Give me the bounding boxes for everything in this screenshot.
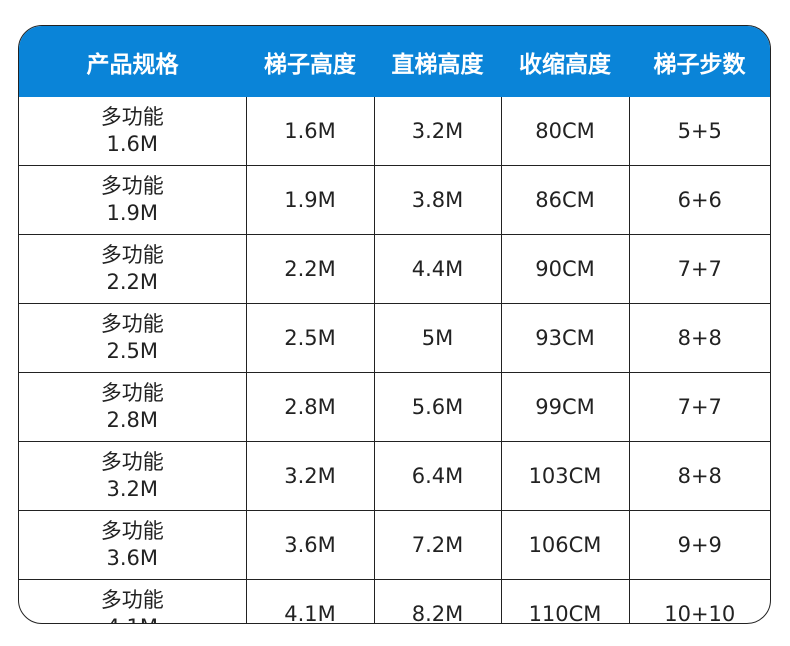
table-row: 多功能 2.2M 2.2M 4.4M 90CM 7+7: [19, 234, 770, 304]
cell-spec: 多功能 1.9M: [19, 165, 247, 235]
cell-straight-height: 8.2M: [373, 579, 502, 623]
cell-ladder-height: 1.6M: [245, 97, 375, 166]
cell-straight-height: 5M: [373, 303, 502, 373]
spec-size: 2.8M: [106, 408, 158, 432]
cell-retracted-height: 99CM: [500, 372, 630, 442]
cell-straight-height: 3.8M: [373, 165, 502, 235]
header-steps: 梯子步数: [629, 26, 770, 97]
spec-name: 多功能: [100, 312, 164, 336]
cell-spec: 多功能 2.2M: [19, 234, 247, 304]
table-row: 多功能 3.6M 3.6M 7.2M 106CM 9+9: [19, 510, 770, 580]
cell-steps: 9+9: [628, 510, 770, 580]
table-row: 多功能 2.5M 2.5M 5M 93CM 8+8: [19, 303, 770, 373]
cell-retracted-height: 106CM: [500, 510, 630, 580]
spec-size: 2.2M: [106, 270, 158, 294]
header-retracted-height: 收缩高度: [501, 26, 629, 97]
spec-size: 2.5M: [106, 339, 158, 363]
header-ladder-height: 梯子高度: [246, 26, 374, 97]
spec-size: 4.1M: [20, 614, 245, 623]
cell-spec: 多功能 4.1M: [19, 579, 247, 623]
cell-spec: 多功能 3.2M: [19, 441, 247, 511]
cell-ladder-height: 1.9M: [245, 165, 375, 235]
cell-retracted-height: 103CM: [500, 441, 630, 511]
cell-retracted-height: 93CM: [500, 303, 630, 373]
spec-name: 多功能: [100, 174, 164, 198]
cell-ladder-height: 2.2M: [245, 234, 375, 304]
cell-retracted-height: 90CM: [500, 234, 630, 304]
spec-name: 多功能: [100, 588, 164, 612]
cell-ladder-height: 4.1M: [245, 579, 375, 623]
cell-steps: 10+10: [628, 579, 770, 623]
cell-steps: 8+8: [628, 441, 770, 511]
spec-table-container: 产品规格 梯子高度 直梯高度 收缩高度 梯子步数 多功能 1.6M 1.6M 3.…: [18, 25, 771, 624]
spec-size: 3.6M: [106, 546, 158, 570]
header-spec: 产品规格: [19, 26, 246, 97]
spec-table: 产品规格 梯子高度 直梯高度 收缩高度 梯子步数 多功能 1.6M 1.6M 3.…: [19, 26, 770, 623]
cell-steps: 5+5: [628, 97, 770, 166]
cell-retracted-height: 110CM: [500, 579, 630, 623]
cell-ladder-height: 2.8M: [245, 372, 375, 442]
table-row: 多功能 3.2M 3.2M 6.4M 103CM 8+8: [19, 441, 770, 511]
cell-steps: 6+6: [628, 165, 770, 235]
cell-spec: 多功能 2.8M: [19, 372, 247, 442]
cell-retracted-height: 86CM: [500, 165, 630, 235]
spec-size: 3.2M: [106, 477, 158, 501]
cell-ladder-height: 3.2M: [245, 441, 375, 511]
cell-straight-height: 4.4M: [373, 234, 502, 304]
cell-steps: 7+7: [628, 234, 770, 304]
cell-straight-height: 6.4M: [373, 441, 502, 511]
spec-name: 多功能: [100, 381, 164, 405]
spec-size: 1.6M: [106, 132, 158, 156]
spec-name: 多功能: [100, 450, 164, 474]
cell-spec: 多功能 2.5M: [19, 303, 247, 373]
table-row: 多功能 2.8M 2.8M 5.6M 99CM 7+7: [19, 372, 770, 442]
cell-steps: 7+7: [628, 372, 770, 442]
spec-name: 多功能: [100, 519, 164, 543]
header-straight-height: 直梯高度: [374, 26, 501, 97]
cell-straight-height: 3.2M: [373, 97, 502, 166]
table-row: 多功能 4.1M 4.1M 8.2M 110CM 10+10: [19, 579, 770, 623]
cell-straight-height: 5.6M: [373, 372, 502, 442]
table-header-row: 产品规格 梯子高度 直梯高度 收缩高度 梯子步数: [19, 26, 770, 97]
spec-size: 1.9M: [106, 201, 158, 225]
cell-spec: 多功能 1.6M: [19, 97, 247, 166]
table-row: 多功能 1.6M 1.6M 3.2M 80CM 5+5: [19, 97, 770, 166]
spec-name: 多功能: [100, 243, 164, 267]
table-row: 多功能 1.9M 1.9M 3.8M 86CM 6+6: [19, 165, 770, 235]
cell-spec: 多功能 3.6M: [19, 510, 247, 580]
cell-ladder-height: 3.6M: [245, 510, 375, 580]
cell-straight-height: 7.2M: [373, 510, 502, 580]
cell-ladder-height: 2.5M: [245, 303, 375, 373]
spec-name: 多功能: [100, 105, 164, 129]
cell-steps: 8+8: [628, 303, 770, 373]
cell-retracted-height: 80CM: [500, 97, 630, 166]
